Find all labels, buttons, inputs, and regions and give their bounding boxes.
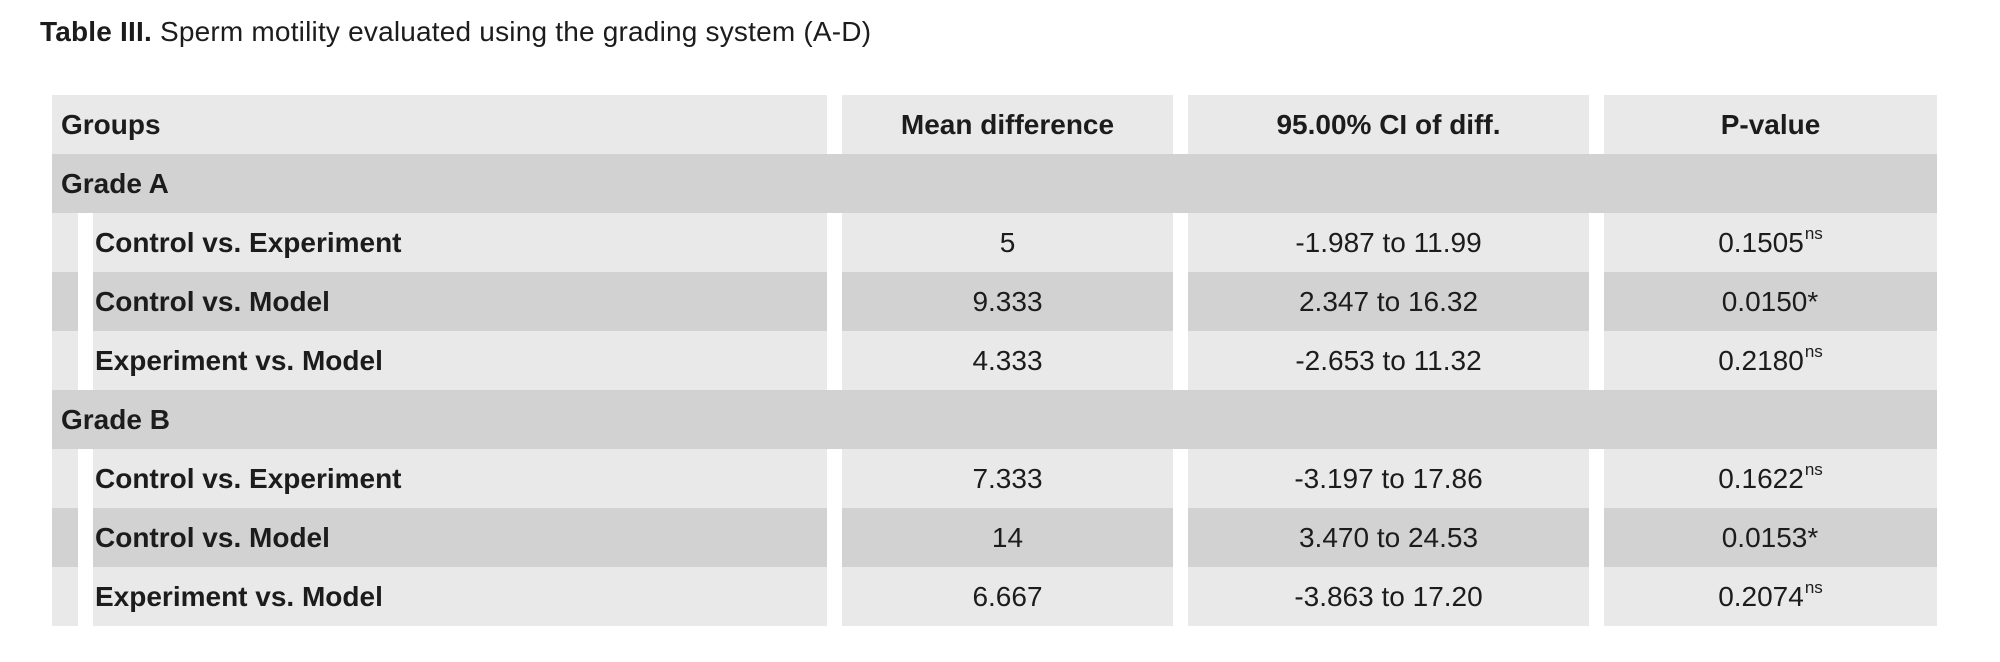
- section-header-grade-a: Grade A: [52, 154, 1937, 213]
- p-value-number: 0.2180: [1718, 344, 1804, 376]
- table-row: Control vs. Experiment 7.333 -3.197 to 1…: [52, 449, 1937, 508]
- row-ci: -3.197 to 17.86: [1188, 449, 1589, 508]
- row-indent-strip: [52, 213, 78, 272]
- column-header-ci-of-diff: 95.00% CI of diff.: [1188, 95, 1589, 154]
- row-p-value: 0.2074 ns: [1604, 567, 1937, 626]
- row-indent-strip: [52, 567, 78, 626]
- row-p-value: 0.2180 ns: [1604, 331, 1937, 390]
- row-mean-difference: 6.667: [842, 567, 1173, 626]
- row-group-label: Experiment vs. Model: [93, 331, 827, 390]
- table-caption-number: Table III.: [40, 16, 152, 47]
- table-row: Control vs. Model 14 3.470 to 24.53 0.01…: [52, 508, 1937, 567]
- row-ci: -2.653 to 11.32: [1188, 331, 1589, 390]
- row-mean-difference: 7.333: [842, 449, 1173, 508]
- table-row: Control vs. Model 9.333 2.347 to 16.32 0…: [52, 272, 1937, 331]
- table-header-row: Groups Mean difference 95.00% CI of diff…: [52, 95, 1937, 154]
- row-ci: -1.987 to 11.99: [1188, 213, 1589, 272]
- row-mean-difference: 5: [842, 213, 1173, 272]
- p-value-number: 0.0153*: [1721, 521, 1819, 553]
- stats-table: Groups Mean difference 95.00% CI of diff…: [52, 95, 1937, 626]
- row-p-value: 0.1505 ns: [1604, 213, 1937, 272]
- row-indent-strip: [52, 508, 78, 567]
- row-group-label: Control vs. Experiment: [93, 449, 827, 508]
- section-row-grade-a: Grade A: [52, 154, 1937, 213]
- p-value-number: 0.0150*: [1721, 285, 1819, 317]
- p-value-number: 0.1622: [1718, 462, 1804, 494]
- column-header-p-value: P-value: [1604, 95, 1937, 154]
- column-header-groups: Groups: [52, 95, 827, 154]
- row-group-label: Control vs. Experiment: [93, 213, 827, 272]
- row-group-label: Experiment vs. Model: [93, 567, 827, 626]
- row-group-label: Control vs. Model: [93, 508, 827, 567]
- column-header-mean-difference: Mean difference: [842, 95, 1173, 154]
- row-p-value: 0.0153*: [1604, 508, 1937, 567]
- row-mean-difference: 14: [842, 508, 1173, 567]
- table-caption: Table III. Sperm motility evaluated using…: [40, 16, 871, 48]
- row-ci: 2.347 to 16.32: [1188, 272, 1589, 331]
- row-mean-difference: 4.333: [842, 331, 1173, 390]
- table-row: Experiment vs. Model 6.667 -3.863 to 17.…: [52, 567, 1937, 626]
- row-p-value: 0.0150*: [1604, 272, 1937, 331]
- section-header-grade-b: Grade B: [52, 390, 1937, 449]
- row-indent-strip: [52, 272, 78, 331]
- table-row: Control vs. Experiment 5 -1.987 to 11.99…: [52, 213, 1937, 272]
- section-row-grade-b: Grade B: [52, 390, 1937, 449]
- row-ci: 3.470 to 24.53: [1188, 508, 1589, 567]
- p-value-number: 0.2074: [1718, 580, 1804, 612]
- row-ci: -3.863 to 17.20: [1188, 567, 1589, 626]
- row-group-label: Control vs. Model: [93, 272, 827, 331]
- row-indent-strip: [52, 449, 78, 508]
- row-mean-difference: 9.333: [842, 272, 1173, 331]
- p-value-number: 0.1505: [1718, 226, 1804, 258]
- row-p-value: 0.1622 ns: [1604, 449, 1937, 508]
- table-caption-text: Sperm motility evaluated using the gradi…: [159, 16, 872, 47]
- row-indent-strip: [52, 331, 78, 390]
- table-row: Experiment vs. Model 4.333 -2.653 to 11.…: [52, 331, 1937, 390]
